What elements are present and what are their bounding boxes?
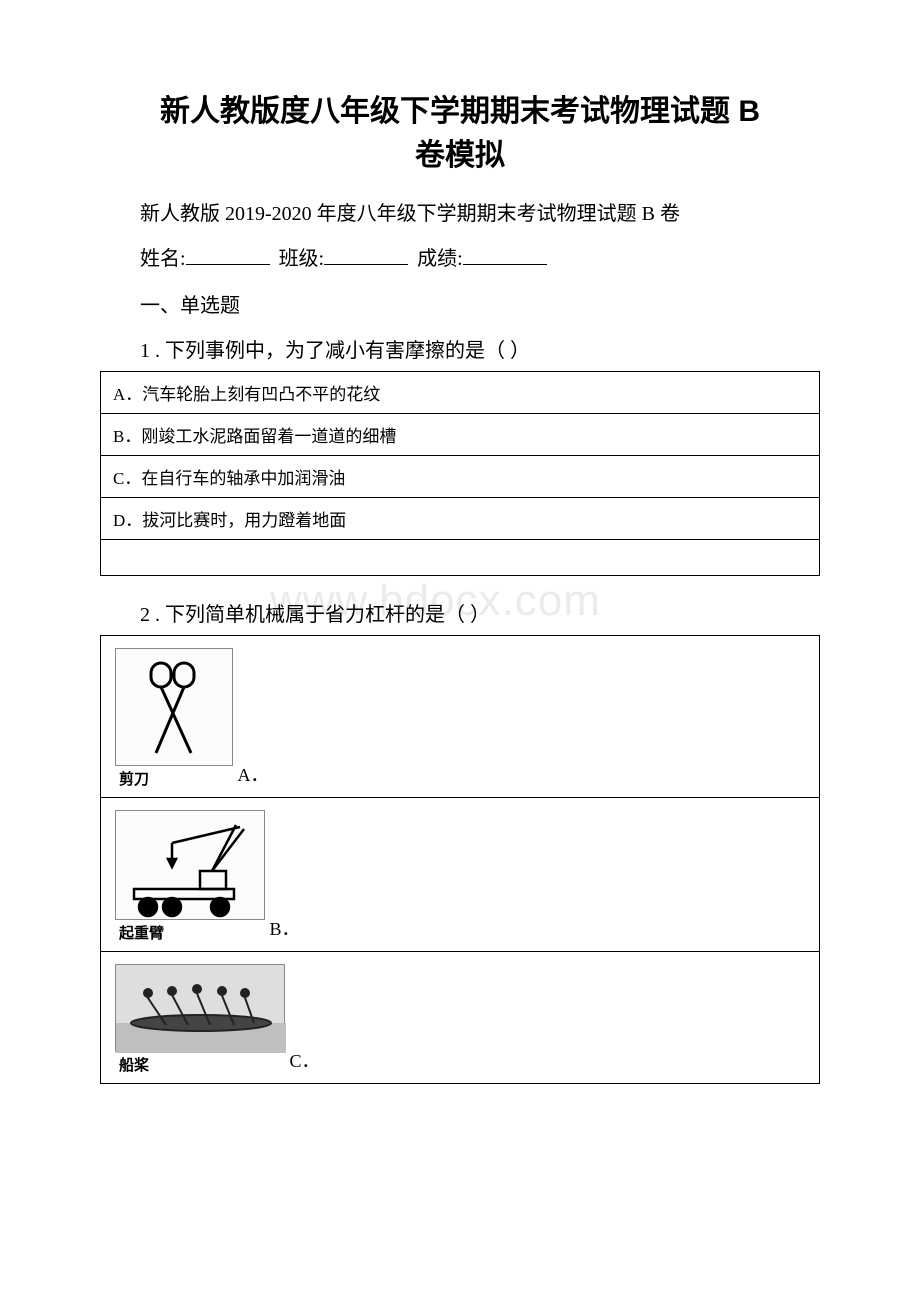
class-blank[interactable] xyxy=(324,245,408,265)
score-label: 成绩: xyxy=(417,248,463,270)
table-row: A．汽车轮胎上刻有凹凸不平的花纹 xyxy=(101,372,820,414)
document-subtitle: 新人教版 2019-2020 年度八年级下学期期末考试物理试题 B 卷 xyxy=(100,197,820,226)
option-b-cell[interactable]: 起重臂 B． xyxy=(101,798,820,952)
page-content: 新人教版度八年级下学期期末考试物理试题 B 卷模拟 新人教版 2019-2020… xyxy=(100,90,820,1084)
question-2-stem: 2 . 下列简单机械属于省力杠杆的是（ ） xyxy=(100,598,820,627)
boat-oar-icon xyxy=(115,964,285,1052)
question-1-stem: 1 . 下列事例中，为了减小有害摩擦的是（ ） xyxy=(100,334,820,363)
option-c-caption: 船桨 xyxy=(115,1054,285,1075)
option-c[interactable]: C．在自行车的轴承中加润滑油 xyxy=(101,456,820,498)
class-label: 班级: xyxy=(279,248,325,270)
table-row: C．在自行车的轴承中加润滑油 xyxy=(101,456,820,498)
score-blank[interactable] xyxy=(463,245,547,265)
empty-row xyxy=(101,540,820,576)
crane-icon xyxy=(115,810,265,920)
option-b-letter: B． xyxy=(270,915,300,941)
option-a-letter: A． xyxy=(238,761,269,787)
option-b-caption: 起重臂 xyxy=(115,922,265,943)
title-line-1: 新人教版度八年级下学期期末考试物理试题 B xyxy=(160,95,760,128)
question-1-options-table: A．汽车轮胎上刻有凹凸不平的花纹 B．刚竣工水泥路面留着一道道的细槽 C．在自行… xyxy=(100,371,820,576)
table-row: B．刚竣工水泥路面留着一道道的细槽 xyxy=(101,414,820,456)
option-d[interactable]: D．拔河比赛时，用力蹬着地面 xyxy=(101,498,820,540)
question-2-wrap: www.bdocx.com 2 . 下列简单机械属于省力杠杆的是（ ） xyxy=(100,598,820,627)
name-label: 姓名: xyxy=(140,248,186,270)
option-a[interactable]: A．汽车轮胎上刻有凹凸不平的花纹 xyxy=(101,372,820,414)
table-row: 起重臂 B． xyxy=(101,798,820,952)
option-a-figure: 剪刀 xyxy=(115,648,233,789)
title-line-2: 卷模拟 xyxy=(415,139,505,172)
option-b-figure: 起重臂 xyxy=(115,810,265,943)
option-b[interactable]: B．刚竣工水泥路面留着一道道的细槽 xyxy=(101,414,820,456)
option-a-cell[interactable]: 剪刀 A． xyxy=(101,636,820,798)
option-c-cell[interactable]: 船桨 C． xyxy=(101,952,820,1084)
table-row xyxy=(101,540,820,576)
scissors-icon xyxy=(115,648,233,766)
student-info-line: 姓名: 班级: 成绩: xyxy=(100,242,820,271)
option-a-caption: 剪刀 xyxy=(115,768,233,789)
name-blank[interactable] xyxy=(186,245,270,265)
document-title: 新人教版度八年级下学期期末考试物理试题 B 卷模拟 xyxy=(100,90,820,177)
option-c-figure: 船桨 xyxy=(115,964,285,1075)
section-1-header: 一、单选题 xyxy=(100,289,820,318)
table-row: 剪刀 A． xyxy=(101,636,820,798)
question-2-options-table: 剪刀 A． xyxy=(100,635,820,1084)
table-row: 船桨 C． xyxy=(101,952,820,1084)
table-row: D．拔河比赛时，用力蹬着地面 xyxy=(101,498,820,540)
option-c-letter: C． xyxy=(290,1047,320,1073)
